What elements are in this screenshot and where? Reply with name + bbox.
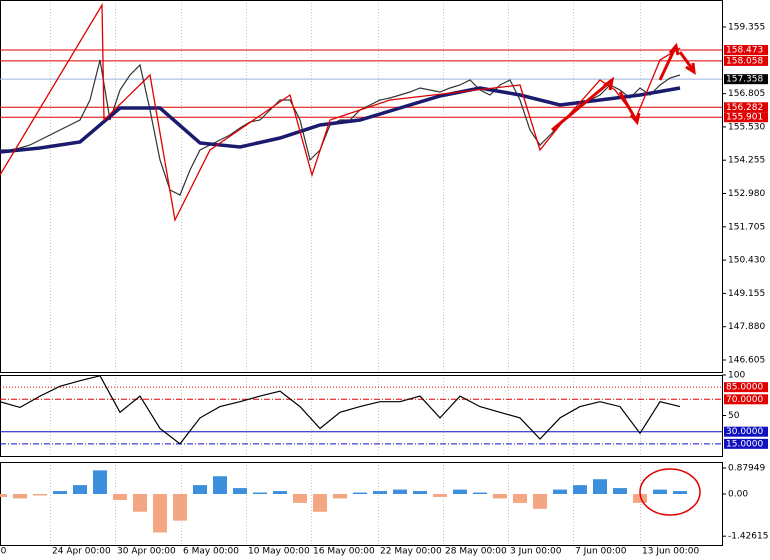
level-label: 158.473 [726,46,763,56]
x-tick-label: 6 May 00:00 [183,547,239,557]
x-tick-label: 7 Jun 00:00 [575,547,627,557]
level-tag [724,438,768,449]
histogram-bar [593,479,607,495]
x-tick-label: 22 May 00:00 [380,547,442,557]
level-tag [724,382,768,393]
histogram-bar [633,494,647,503]
x-tick-label: 30 Apr 00:00 [117,547,176,557]
histogram-bar [573,485,587,495]
panel-frame [0,0,723,373]
zigzag [0,2,681,223]
series-line [0,86,681,154]
histogram-bar [333,494,347,499]
histogram-bar [393,489,407,495]
y-tick-label: 150.430 [728,256,765,266]
histogram-bar [473,492,487,495]
x-tick-label: 3 Jun 00:00 [510,547,562,557]
histogram-bar [173,494,187,521]
histogram-bar [73,485,87,495]
histogram-bar [673,491,687,495]
histogram-bar [553,489,567,495]
histogram-bar [533,494,547,509]
histogram-bar [453,489,467,495]
y-tick-label: 100 [728,371,745,381]
histogram-bar [133,494,147,512]
histogram-bar [413,491,427,495]
level-tag [724,426,768,437]
panel-frame [0,462,723,546]
y-tick-label: 146.605 [728,356,765,366]
histogram-bar [153,494,167,533]
histogram-bar [273,491,287,495]
x-tick-label: 24 Apr 00:00 [52,547,111,557]
histogram-bar [253,492,267,495]
x-tick-label: 10 May 00:00 [248,547,310,557]
histogram-bar [373,491,387,495]
y-tick-label: 159.355 [728,23,765,33]
x-tick-label: 16 May 00:00 [313,547,375,557]
histogram-bar [433,494,447,497]
level-tag [724,112,768,123]
level-tag [724,55,768,66]
level-label: 155.901 [726,113,763,123]
histogram-bar [33,494,47,496]
y-tick-label: 149.155 [728,289,765,299]
histogram-bar [113,494,127,500]
y-tick-label: 151.705 [728,222,765,232]
level-label: 157.358 [726,75,763,85]
x-tick-label: Apr 00:00 [0,547,7,557]
histogram-bar [293,494,307,503]
x-tick-label: 28 May 00:00 [445,547,507,557]
level-tag [724,102,768,113]
histogram-bar [513,494,527,503]
y-tick-label: 0.87949 [728,463,765,473]
annotations [0,2,701,516]
y-tick-label: 154.255 [728,156,765,166]
histogram-bar [493,494,507,499]
x-tick-label: 13 Jun 00:00 [642,547,699,557]
level-tag [724,394,768,405]
level-label: 30.0000 [726,427,763,437]
histogram-bar [53,491,67,495]
y-tick-label: 156.805 [728,89,765,99]
level-tag [724,74,768,85]
y-tick-label: 155.530 [728,122,765,132]
histogram-bar [193,485,207,495]
histogram-bar [0,494,7,497]
level-tag [724,45,768,56]
histogram-bar [213,476,227,495]
level-label: 15.0000 [726,439,763,449]
level-label: 85.0000 [726,383,763,393]
histogram-bar [613,488,627,495]
histogram-bar [313,494,327,512]
histogram-bar [353,492,367,495]
histogram-bar [653,489,667,495]
histogram-bar [13,494,27,499]
y-tick-label: 50 [728,411,740,421]
level-label: 158.058 [726,56,763,66]
arrows [551,42,696,132]
y-tick-label: 152.980 [728,189,765,199]
level-label: 156.282 [726,103,763,113]
series-line [0,375,681,445]
histogram-bar [233,488,247,495]
highlight-circle [639,468,701,516]
level-label: 70.0000 [726,395,763,405]
histogram-bar [93,470,107,495]
y-tick-label: -1.42615 [728,532,768,542]
y-tick-label: 0.00 [728,490,748,500]
y-tick-label: 147.880 [728,322,765,332]
